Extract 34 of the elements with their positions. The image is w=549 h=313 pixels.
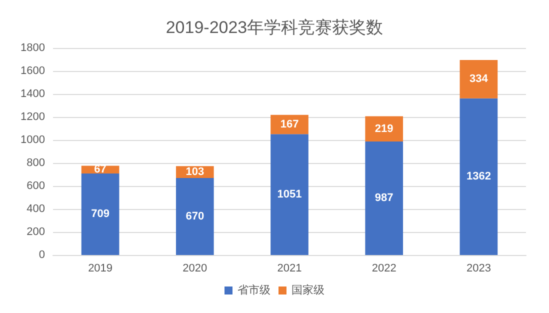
data-label: 334 xyxy=(470,73,489,86)
x-tick-label: 2023 xyxy=(466,262,491,274)
y-tick-label: 1000 xyxy=(20,134,45,146)
legend-label: 省市级 xyxy=(238,284,270,296)
y-tick-label: 400 xyxy=(26,203,45,215)
bar xyxy=(81,173,120,255)
data-label: 167 xyxy=(280,118,299,131)
y-tick-label: 600 xyxy=(26,180,45,192)
x-tick-label: 2019 xyxy=(88,262,113,274)
y-tick-label: 200 xyxy=(26,226,45,238)
data-label: 1051 xyxy=(277,188,302,201)
data-label: 670 xyxy=(186,210,204,222)
y-tick-label: 1400 xyxy=(20,88,45,100)
x-tick-label: 2020 xyxy=(182,262,208,274)
y-tick-label: 1800 xyxy=(20,42,45,54)
bar xyxy=(460,98,498,255)
bar xyxy=(365,116,404,142)
data-label: 103 xyxy=(186,166,204,178)
chart-title: 2019-2023年学科竞赛获奖数 xyxy=(166,18,384,37)
data-label: 1362 xyxy=(466,170,491,183)
bar xyxy=(365,141,404,255)
bar xyxy=(176,178,214,255)
bar xyxy=(460,60,498,98)
data-label: 219 xyxy=(374,122,394,135)
data-label: 987 xyxy=(374,192,394,204)
bar xyxy=(270,134,308,255)
y-tick-label: 800 xyxy=(26,157,45,169)
y-tick-label: 0 xyxy=(38,249,45,261)
data-label: 709 xyxy=(91,208,110,220)
y-tick-label: 1200 xyxy=(20,111,45,123)
y-tick-label: 1600 xyxy=(20,65,45,77)
legend-label: 国家级 xyxy=(292,284,324,296)
x-tick-label: 2021 xyxy=(277,262,302,274)
x-tick-label: 2022 xyxy=(372,262,396,274)
